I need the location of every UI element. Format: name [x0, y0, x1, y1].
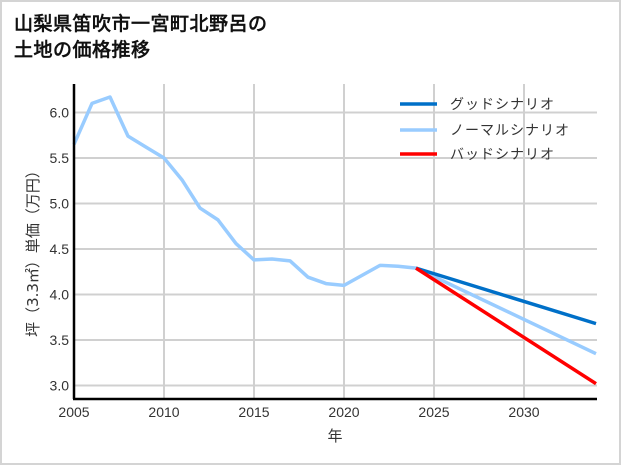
legend-label: バッドシナリオ — [450, 147, 555, 163]
chart-title: 山梨県笛吹市一宮町北野呂の 土地の価格推移 — [14, 11, 268, 63]
x-tick-label: 2015 — [238, 404, 269, 420]
y-tick-label: 3.5 — [50, 332, 70, 348]
chart-title-line2: 土地の価格推移 — [14, 39, 151, 61]
x-tick-label: 2010 — [148, 404, 179, 420]
chart-title-line1: 山梨県笛吹市一宮町北野呂の — [14, 13, 268, 35]
series-line — [72, 95, 597, 356]
x-tick-label: 2030 — [508, 404, 539, 420]
y-tick-label: 5.0 — [50, 196, 70, 212]
y-tick-label: 6.0 — [50, 105, 70, 121]
y-tick-label: 3.0 — [50, 378, 70, 394]
y-tick-labels: 3.0 3.5 4.0 4.5 5.0 5.5 6.0 — [50, 105, 70, 394]
axes — [72, 84, 597, 401]
legend-label: グッドシナリオ — [450, 97, 555, 113]
x-tick-label: 2005 — [58, 404, 89, 420]
y-tick-label: 4.0 — [50, 287, 70, 303]
legend-label: ノーマルシナリオ — [450, 123, 570, 139]
x-axis-label: 年 — [327, 427, 342, 445]
x-tick-label: 2020 — [328, 404, 359, 420]
series-lines — [72, 95, 597, 386]
series-line — [415, 266, 597, 326]
x-tick-label: 2025 — [418, 404, 449, 420]
y-tick-label: 4.5 — [50, 241, 70, 257]
y-tick-label: 5.5 — [50, 150, 70, 166]
series-line — [415, 266, 597, 386]
y-axis-label: 坪（3.3㎡）単価（万円） — [24, 163, 42, 337]
x-tick-labels: 2005 2010 2015 2020 2025 2030 — [58, 404, 539, 420]
